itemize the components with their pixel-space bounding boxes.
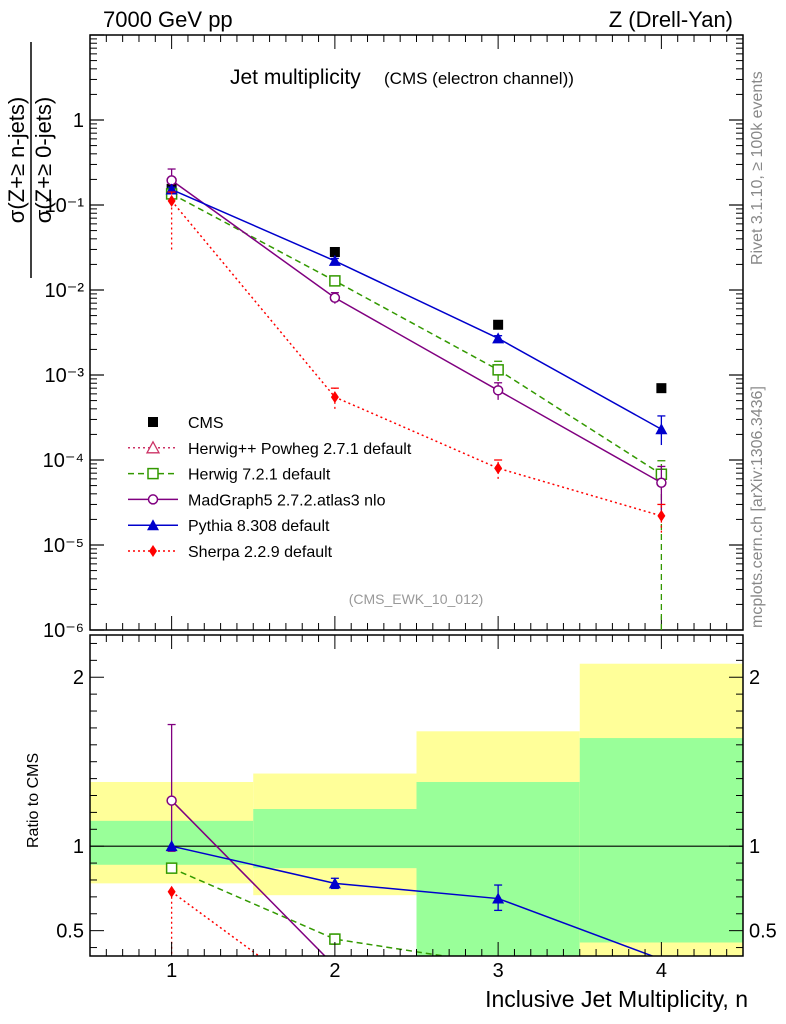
main-ytick-label: 10⁻³ xyxy=(45,365,85,387)
legend-entry: MadGraph5 2.7.2.atlas3 nlo xyxy=(128,492,386,509)
main-series xyxy=(165,168,668,630)
stat-uncertainty-band xyxy=(253,809,417,869)
ratio-panel: 0.5 0.5 1 1 2 2 1 2 3 4 Ratio to CMS Inclusive Je… xyxy=(25,634,777,1012)
ratio-ytick-label-right: 1 xyxy=(749,836,760,858)
ratio-ticks: 0.5 0.5 1 1 2 2 1 2 3 4 xyxy=(56,635,777,982)
main-ytick-label: 10⁻⁴ xyxy=(43,450,84,472)
series-line xyxy=(171,188,662,430)
legend-marker xyxy=(145,440,161,454)
data-point xyxy=(656,383,667,394)
main-ticks: 1 10⁻¹ 10⁻² 10⁻³ 10⁻⁴ 10⁻⁵ 10⁻⁶ xyxy=(43,34,744,642)
header-left: 7000 GeV pp xyxy=(103,7,233,32)
legend-marker xyxy=(149,545,157,557)
analysis-tag: (CMS_EWK_10_012) xyxy=(349,591,484,607)
data-point xyxy=(328,254,341,266)
main-panel: 1 10⁻¹ 10⁻² 10⁻³ 10⁻⁴ 10⁻⁵ 10⁻⁶ Jet multiplici… xyxy=(43,34,744,642)
data-point xyxy=(329,292,341,304)
data-point xyxy=(657,509,666,522)
legend-label: Herwig++ Powheg 2.7.1 default xyxy=(188,441,412,458)
legend-label: CMS xyxy=(188,415,224,432)
ratio-point xyxy=(492,892,505,904)
ratio-line xyxy=(171,800,326,956)
legend-entry: Herwig++ Powheg 2.7.1 default xyxy=(128,440,412,458)
main-ytick-label: 10⁻⁵ xyxy=(43,535,84,557)
main-ytick-label: 1 xyxy=(73,110,84,132)
ratio-ytick-label-left: 2 xyxy=(73,667,84,689)
legend-label: Pythia 8.308 default xyxy=(188,518,330,535)
series-sherpa-2-2-9-default xyxy=(167,191,666,533)
legend-entry: CMS xyxy=(148,415,224,432)
data-point xyxy=(329,246,340,257)
xtick-label: 4 xyxy=(656,960,667,982)
header-right: Z (Drell-Yan) xyxy=(609,7,733,32)
legend-label: MadGraph5 2.7.2.atlas3 nlo xyxy=(188,492,386,509)
series-madgraph5-2-7-2-atlas3-nlo xyxy=(166,168,667,513)
svg-text:σ(Z+≥ n-jets): σ(Z+≥ n-jets) xyxy=(4,97,29,224)
legend-marker xyxy=(147,519,159,531)
ratio-point xyxy=(165,862,178,874)
series-line xyxy=(171,179,662,484)
legend-entry: Pythia 8.308 default xyxy=(128,518,330,535)
ratio-point xyxy=(165,840,178,852)
legend-label: Sherpa 2.2.9 default xyxy=(188,544,333,561)
main-ytick-label: 10⁻⁶ xyxy=(43,620,84,642)
stat-uncertainty-band xyxy=(416,781,580,956)
legend-entry: Sherpa 2.2.9 default xyxy=(128,544,333,561)
ratio-series-madgraph5-2-7-2-atlas3-nlo xyxy=(166,723,326,956)
series-cms xyxy=(166,183,667,394)
data-point xyxy=(166,175,177,186)
xtick-label: 3 xyxy=(493,960,504,982)
ratio-series-pythia-8-308-default xyxy=(165,840,655,956)
chart-subtitle: (CMS (electron channel)) xyxy=(384,69,574,88)
ratio-xlabel: Inclusive Jet Multiplicity, n xyxy=(485,986,748,1012)
legend-marker xyxy=(148,417,158,427)
ratio-point xyxy=(166,795,177,806)
xtick-label: 2 xyxy=(329,960,340,982)
data-point xyxy=(494,462,503,475)
ratio-bands xyxy=(90,663,743,956)
data-point xyxy=(492,364,504,376)
data-point xyxy=(493,319,504,330)
ratio-ytick-label-left: 1 xyxy=(73,836,84,858)
ratio-ytick-label-left: 0.5 xyxy=(56,921,84,943)
svg-text:σ(Z+≥ 0-jets): σ(Z+≥ 0-jets) xyxy=(31,97,56,224)
legend-label: Herwig 7.2.1 default xyxy=(188,467,331,484)
series-herwig-7-2-1-default xyxy=(165,186,668,630)
main-ytick-label: 10⁻¹ xyxy=(45,195,85,217)
ratio-ytick-label-right: 2 xyxy=(749,667,760,689)
chart-title: Jet multiplicity xyxy=(230,66,361,89)
series-line xyxy=(171,193,662,475)
stat-uncertainty-band xyxy=(579,738,743,943)
series-pythia-8-308-default xyxy=(165,183,668,446)
main-ylabel: σ(Z+≥ n-jets) σ(Z+≥ 0-jets) xyxy=(4,42,56,278)
ratio-ylabel: Ratio to CMS xyxy=(25,753,42,848)
ratio-line xyxy=(171,845,655,956)
ratio-ytick-label-right: 0.5 xyxy=(749,921,777,943)
mcplots-label: mcplots.cern.ch [arXiv:1306.3436] xyxy=(749,386,766,628)
data-point xyxy=(492,385,504,396)
ratio-point xyxy=(328,877,341,889)
rivet-label: Rivet 3.1.10, ≥ 100k events xyxy=(749,71,766,265)
legend-marker xyxy=(147,494,159,505)
data-point xyxy=(167,194,176,207)
xtick-label: 1 xyxy=(166,960,177,982)
data-point xyxy=(330,391,339,404)
data-point xyxy=(492,332,505,344)
main-title: Jet multiplicity (CMS (electron channel)… xyxy=(230,66,574,89)
data-point xyxy=(329,275,341,287)
legend: CMS Herwig++ Powheg 2.7.1 default Herwig 7… xyxy=(128,415,412,561)
legend-marker xyxy=(147,467,159,480)
main-ytick-label: 10⁻² xyxy=(45,280,85,302)
main-frame xyxy=(89,34,744,631)
data-point xyxy=(656,477,667,488)
data-point xyxy=(655,423,668,435)
legend-entry: Herwig 7.2.1 default xyxy=(128,467,331,484)
